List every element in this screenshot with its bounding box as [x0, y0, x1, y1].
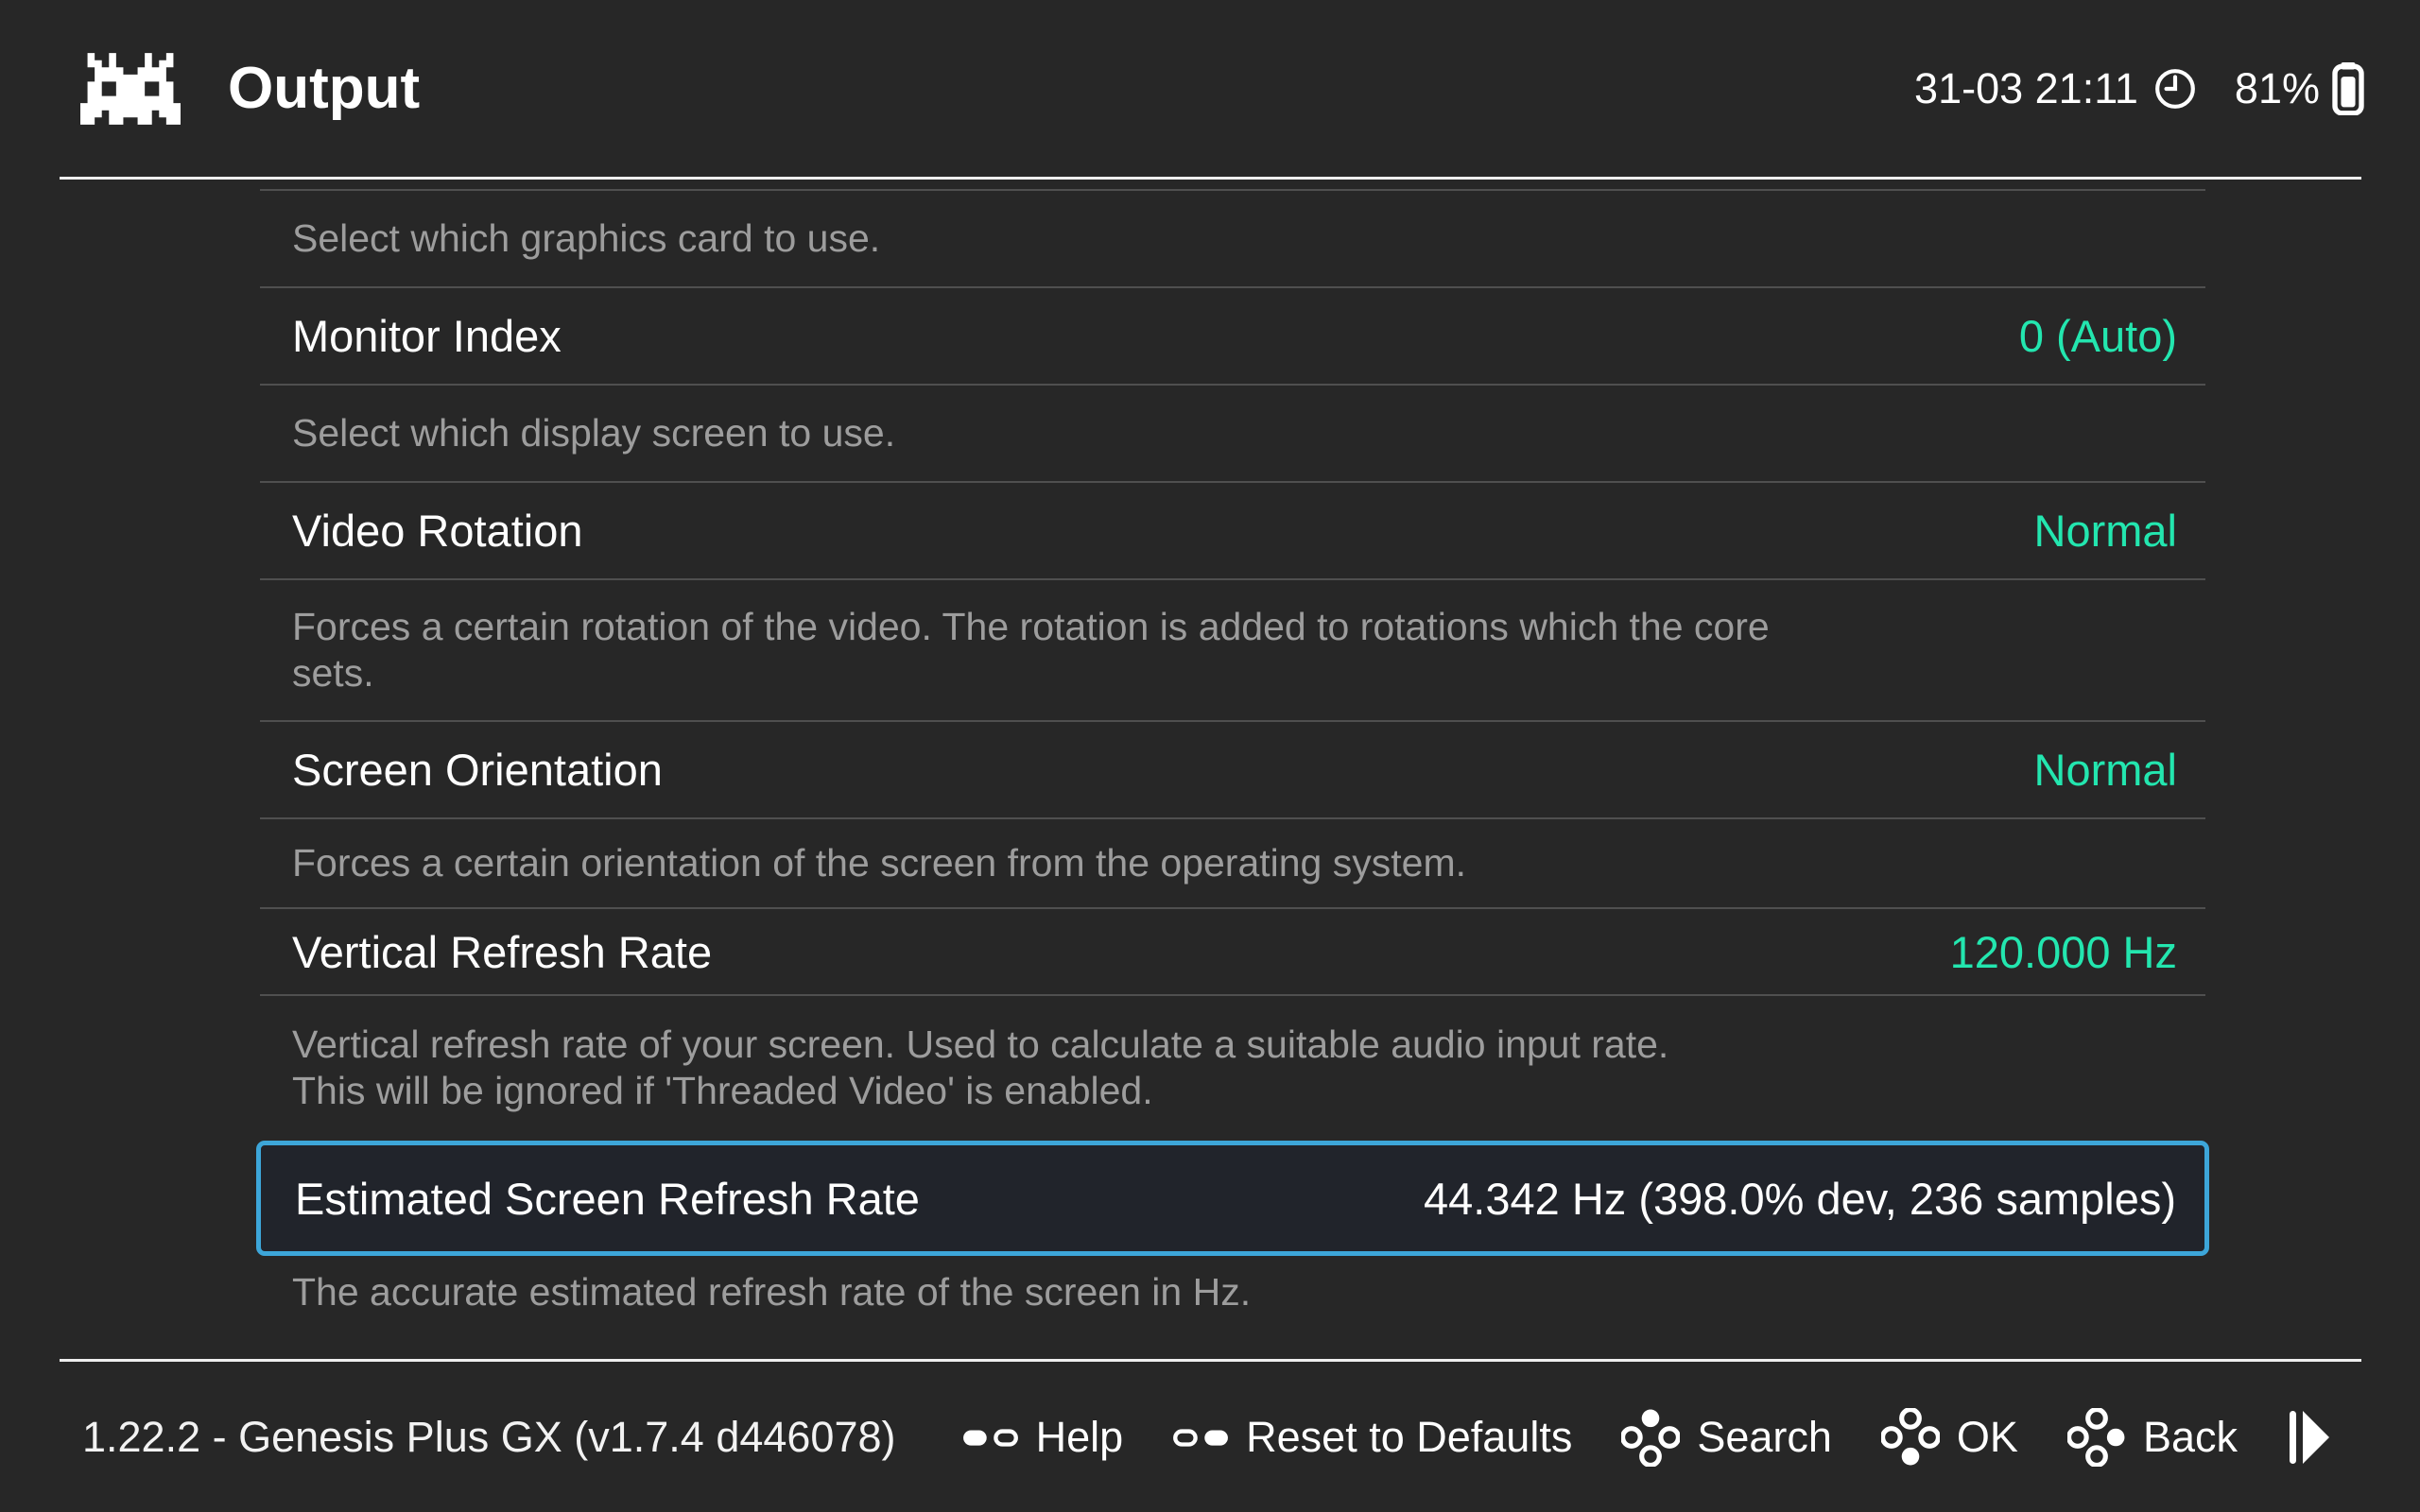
ok-button[interactable]: OK	[1880, 1407, 2018, 1467]
clock-icon	[2155, 68, 2195, 109]
search-label: Search	[1697, 1412, 1832, 1461]
setting-sublabel: Select which display screen to use.	[292, 411, 896, 455]
clock-text: 31-03 21:11	[1914, 63, 2138, 112]
setting-label: Video Rotation	[292, 506, 583, 556]
footer-bar: 1.22.2 - Genesis Plus GX (v1.7.4 d446078…	[0, 1362, 2420, 1512]
search-button[interactable]: Search	[1621, 1408, 1832, 1467]
setting-value: 44.342 Hz (398.0% dev, 236 samples)	[1424, 1173, 2176, 1224]
setting-label: Screen Orientation	[292, 745, 663, 795]
setting-sublabel: Select which graphics card to use.	[292, 216, 881, 260]
list-divider	[260, 286, 2205, 288]
setting-label: Monitor Index	[292, 311, 562, 361]
battery-icon	[2332, 61, 2364, 115]
help-label: Help	[1035, 1412, 1124, 1461]
retroarch-invader-icon	[80, 52, 181, 125]
list-divider	[260, 578, 2205, 580]
setting-label: Vertical Refresh Rate	[292, 926, 713, 977]
setting-row-estimated-refresh-rate-selected[interactable]: Estimated Screen Refresh Rate 44.342 Hz …	[256, 1141, 2209, 1256]
setting-row-vertical-refresh-rate[interactable]: Vertical Refresh Rate 120.000 Hz	[260, 909, 2205, 994]
version-text: 1.22.2 - Genesis Plus GX (v1.7.4 d446078…	[82, 1412, 896, 1461]
list-divider	[260, 481, 2205, 483]
help-button[interactable]: Help	[962, 1412, 1124, 1462]
reset-to-defaults-label: Reset to Defaults	[1246, 1412, 1573, 1461]
input-hints: Help Reset to Defaults Search	[962, 1407, 2330, 1467]
setting-label: Estimated Screen Refresh Rate	[295, 1173, 920, 1224]
setting-value: 0 (Auto)	[2018, 311, 2177, 361]
list-divider	[260, 907, 2205, 909]
status-area: 31-03 21:11 81%	[1914, 61, 2365, 115]
setting-row-video-rotation[interactable]: Video Rotation Normal	[260, 483, 2205, 578]
setting-value: 120.000 Hz	[1949, 926, 2177, 977]
list-divider	[260, 817, 2205, 819]
list-divider	[260, 189, 2205, 191]
footer-divider	[60, 1359, 2361, 1362]
setting-sublabel: The accurate estimated refresh rate of t…	[292, 1270, 1252, 1314]
select-button-pills-icon	[962, 1428, 1018, 1447]
page-title: Output	[228, 56, 421, 121]
setting-value: Normal	[2033, 506, 2177, 556]
list-divider	[260, 994, 2205, 996]
ok-label: OK	[1956, 1412, 2018, 1461]
header: Output 31-03 21:11 81%	[0, 0, 2420, 177]
resume-content-icon[interactable]	[2287, 1410, 2330, 1465]
setting-row-monitor-index[interactable]: Monitor Index 0 (Auto)	[260, 288, 2205, 384]
reset-to-defaults-button[interactable]: Reset to Defaults	[1172, 1413, 1572, 1462]
gamepad-up-button-icon	[1621, 1409, 1681, 1467]
header-divider	[60, 177, 2361, 180]
list-divider	[260, 720, 2205, 722]
setting-value: Normal	[2033, 745, 2177, 795]
setting-sublabel: Vertical refresh rate of your screen. Us…	[292, 1022, 1669, 1112]
setting-row-screen-orientation[interactable]: Screen Orientation Normal	[260, 722, 2205, 817]
settings-list: Select which graphics card to use. Monit…	[256, 189, 2209, 1345]
gamepad-down-button-icon	[1880, 1407, 1940, 1465]
back-button[interactable]: Back	[2066, 1407, 2238, 1467]
setting-sublabel: Forces a certain orientation of the scre…	[292, 841, 1466, 885]
gamepad-right-button-icon	[2066, 1407, 2125, 1467]
start-button-pills-icon	[1173, 1428, 1229, 1447]
battery-text: 81%	[2234, 63, 2320, 112]
list-divider	[260, 384, 2205, 386]
setting-sublabel: Forces a certain rotation of the video. …	[292, 605, 1770, 695]
back-label: Back	[2142, 1412, 2238, 1461]
